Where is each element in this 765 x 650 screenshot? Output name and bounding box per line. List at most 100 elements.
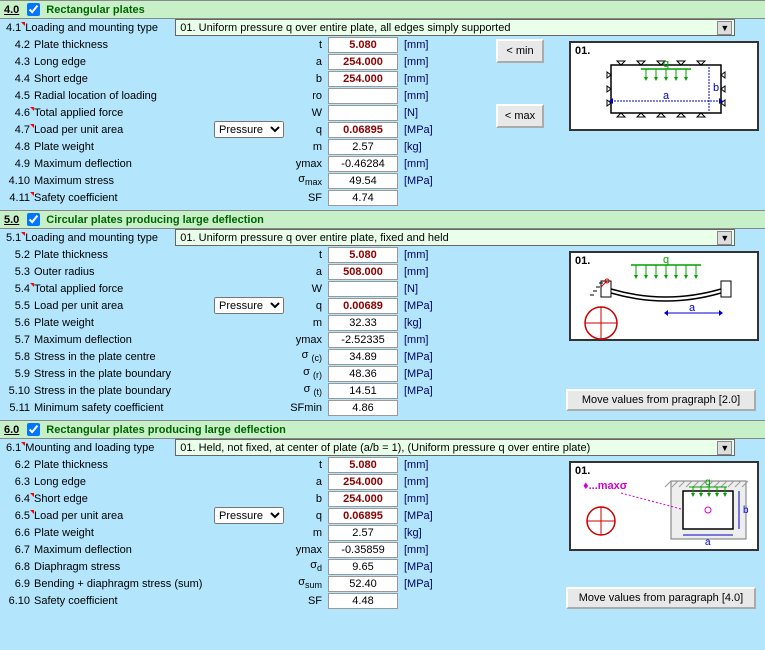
section-body: 5.1Loading and mounting type 01. Uniform… — [0, 229, 765, 420]
row-label: Short edge — [34, 73, 214, 85]
section-num: 4.0 — [4, 4, 19, 16]
row-unit: [MPa] — [398, 510, 438, 522]
section-title: Rectangular plates — [46, 4, 144, 16]
param-row: 5.1Loading and mounting type 01. Uniform… — [0, 229, 580, 246]
row-value: 2.57 — [328, 525, 398, 541]
param-row: 6.9Bending + diaphragm stress (sum)σsum5… — [0, 575, 580, 592]
row-symbol: σd — [286, 559, 328, 573]
row-num: 4.10 — [6, 175, 34, 187]
row-symbol: t — [286, 39, 328, 51]
param-row: 5.6Plate weightm32.33[kg] — [0, 314, 580, 331]
row-label: Minimum safety coefficient — [34, 402, 214, 414]
row-symbol: t — [286, 459, 328, 471]
max-button[interactable]: < max — [496, 104, 544, 128]
dropdown-text: 01. Uniform pressure q over entire plate… — [180, 232, 448, 244]
row-num: 5.8 — [6, 351, 34, 363]
load-type-select[interactable]: Pressure — [214, 507, 284, 524]
row-symbol: q — [286, 510, 328, 522]
row-num: 5.9 — [6, 368, 34, 380]
row-value[interactable]: 0.06895 — [328, 508, 398, 524]
row-label: Load per unit area — [34, 300, 214, 312]
row-label: Safety coefficient — [34, 192, 214, 204]
row-label: Plate thickness — [34, 249, 214, 261]
param-row: 4.4Short edgeb254.000[mm] — [0, 70, 580, 87]
row-symbol: a — [286, 56, 328, 68]
row-label: Mounting and loading type — [25, 442, 175, 454]
row-label: Maximum stress — [34, 175, 214, 187]
move-values-4-button[interactable]: Move values from paragraph [4.0] — [566, 587, 756, 609]
row-symbol: m — [286, 141, 328, 153]
section-checkbox[interactable] — [27, 3, 40, 16]
param-row: 4.6Total applied forceW[N] — [0, 104, 580, 121]
row-value[interactable]: 5.080 — [328, 457, 398, 473]
loading-type-dropdown[interactable]: 01. Held, not fixed, at center of plate … — [175, 439, 735, 456]
section-num: 5.0 — [4, 214, 19, 226]
row-unit: [kg] — [398, 141, 438, 153]
svg-text:q: q — [705, 477, 711, 488]
row-unit: [MPa] — [398, 561, 438, 573]
row-label: Plate thickness — [34, 459, 214, 471]
section-checkbox[interactable] — [27, 423, 40, 436]
row-num: 5.7 — [6, 334, 34, 346]
row-symbol: σsum — [286, 576, 328, 590]
section-header: 6.0 Rectangular plates producing large d… — [0, 420, 765, 439]
dropdown-text: 01. Uniform pressure q over entire plate… — [180, 22, 510, 34]
row-symbol: SF — [286, 595, 328, 607]
row-value[interactable]: 254.000 — [328, 474, 398, 490]
row-value[interactable]: 5.080 — [328, 37, 398, 53]
row-value[interactable]: 254.000 — [328, 54, 398, 70]
row-value[interactable]: 508.000 — [328, 264, 398, 280]
diagram-label: 01. — [575, 45, 590, 57]
row-value[interactable]: 254.000 — [328, 491, 398, 507]
min-button[interactable]: < min — [496, 39, 544, 63]
row-symbol: W — [286, 107, 328, 119]
row-value: -0.35859 — [328, 542, 398, 558]
row-unit: [MPa] — [398, 175, 438, 187]
section-num: 6.0 — [4, 424, 19, 436]
svg-text:a: a — [705, 537, 711, 548]
row-label: Safety coefficient — [34, 595, 214, 607]
row-value — [328, 281, 398, 297]
row-value[interactable]: 254.000 — [328, 71, 398, 87]
section-title: Rectangular plates producing large defle… — [46, 424, 286, 436]
row-symbol: m — [286, 317, 328, 329]
param-row: 6.7Maximum deflectionymax-0.35859[mm] — [0, 541, 580, 558]
row-value[interactable]: 0.00689 — [328, 298, 398, 314]
row-label: Loading and mounting type — [25, 232, 175, 244]
row-num: 4.1 — [6, 22, 25, 34]
param-row: 5.7Maximum deflectionymax-2.52335[mm] — [0, 331, 580, 348]
row-value: 9.65 — [328, 559, 398, 575]
row-symbol: ymax — [286, 544, 328, 556]
param-row: 4.7Load per unit areaPressureq0.06895[MP… — [0, 121, 580, 138]
loading-type-dropdown[interactable]: 01. Uniform pressure q over entire plate… — [175, 229, 735, 246]
param-row: 5.3Outer radiusa508.000[mm] — [0, 263, 580, 280]
row-unit: [mm] — [398, 493, 438, 505]
row-value: 4.86 — [328, 400, 398, 416]
param-row: 4.3Long edgea254.000[mm] — [0, 53, 580, 70]
loading-type-dropdown[interactable]: 01. Uniform pressure q over entire plate… — [175, 19, 735, 36]
diagram-svg: q a — [571, 253, 761, 343]
row-label: Maximum deflection — [34, 158, 214, 170]
row-symbol: σ (r) — [286, 366, 328, 380]
row-num: 5.11 — [6, 402, 34, 414]
load-type-select[interactable]: Pressure — [214, 297, 284, 314]
row-label: Plate thickness — [34, 39, 214, 51]
row-symbol: ymax — [286, 334, 328, 346]
row-num: 6.3 — [6, 476, 34, 488]
row-num: 5.10 — [6, 385, 34, 397]
row-unit: [MPa] — [398, 368, 438, 380]
row-value[interactable]: 0.06895 — [328, 122, 398, 138]
param-row: 6.3Long edgea254.000[mm] — [0, 473, 580, 490]
row-unit: [N] — [398, 107, 438, 119]
row-label: Stress in the plate centre — [34, 351, 214, 363]
chevron-down-icon: ▼ — [717, 231, 732, 245]
move-values-2-button[interactable]: Move values from pragraph [2.0] — [566, 389, 756, 411]
row-symbol: m — [286, 527, 328, 539]
row-unit: [mm] — [398, 266, 438, 278]
load-type-select[interactable]: Pressure — [214, 121, 284, 138]
section-checkbox[interactable] — [27, 213, 40, 226]
row-value[interactable]: 5.080 — [328, 247, 398, 263]
section-body: 6.1Mounting and loading type 01. Held, n… — [0, 439, 765, 613]
row-num: 5.5 — [6, 300, 34, 312]
row-num: 5.3 — [6, 266, 34, 278]
